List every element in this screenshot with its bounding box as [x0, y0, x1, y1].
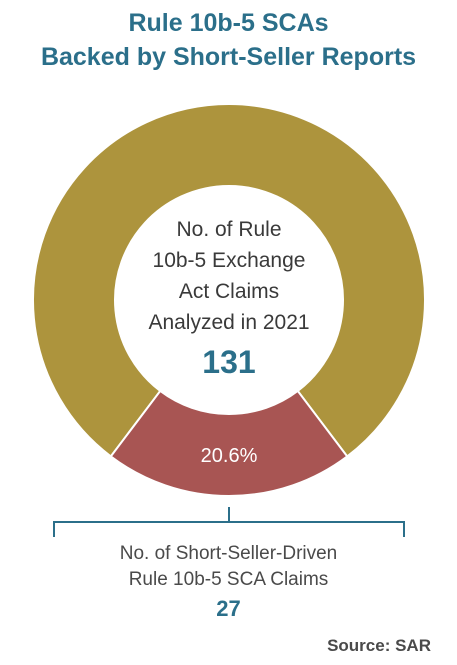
bracket-label-line-2: Rule 10b-5 SCA Claims [128, 569, 329, 590]
slice-percent-label: 20.6% [201, 445, 258, 467]
center-value: 131 [202, 344, 256, 380]
center-label-line-2: 10b-5 Exchange [152, 249, 306, 272]
bracket-label-line-1: No. of Short-Seller-Driven [119, 543, 338, 564]
center-label-line-1: No. of Rule [176, 218, 282, 241]
bracket-label: No. of Short-Seller-Driven Rule 10b-5 SC… [0, 541, 457, 593]
chart-title-line-2: Backed by Short-Seller Reports [40, 43, 417, 71]
center-label-line-4: Analyzed in 2021 [148, 311, 310, 334]
chart-title-line-1: Rule 10b-5 SCAs [128, 9, 329, 37]
center-label-line-3: Act Claims [178, 280, 280, 303]
bracket-line [53, 507, 405, 537]
center-label: No. of Rule 10b-5 Exchange Act Claims An… [118, 214, 340, 338]
donut-slice-remaining [32, 103, 426, 458]
donut-slice-short-seller [109, 389, 349, 497]
bracket-value: 27 [216, 596, 241, 621]
source-note: Source: SAR [327, 636, 431, 655]
chart-title: Rule 10b-5 SCAs Backed by Short-Seller R… [0, 6, 457, 74]
